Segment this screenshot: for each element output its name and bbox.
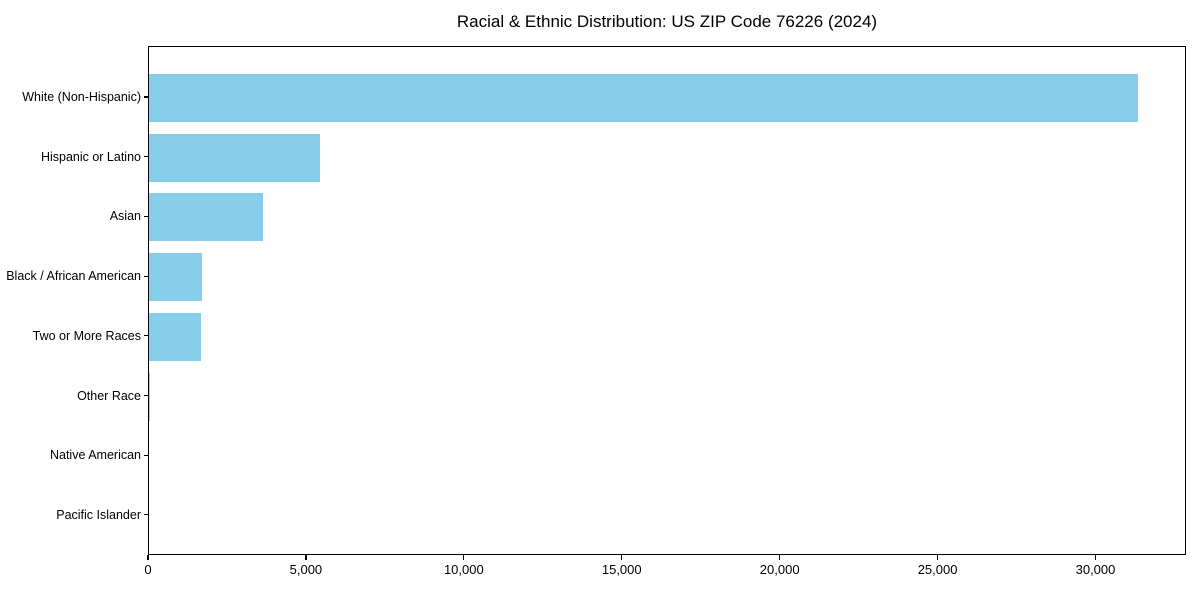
y-tick-mark <box>144 394 148 397</box>
x-tick-label-15000: 15,000 <box>601 562 642 577</box>
y-tick-mark <box>144 514 148 516</box>
y-tick-mark <box>144 454 148 456</box>
x-tick-label-30000: 30,000 <box>1075 562 1116 577</box>
y-tick-mark <box>144 96 148 98</box>
y-tick-label-native-american: Native American <box>49 448 141 463</box>
y-tick-label-white-non-hispanic: White (Non-Hispanic) <box>22 90 141 104</box>
y-tick-label-black-african-american: Black / African American <box>6 269 141 284</box>
x-tick-label-5000: 5,000 <box>289 562 323 577</box>
x-tick-mark <box>147 555 149 560</box>
x-tick-mark <box>936 555 939 560</box>
y-tick-label-asian: Asian <box>109 209 141 224</box>
x-tick-label-25000: 25,000 <box>917 562 958 577</box>
bar-black-african-american <box>149 253 202 302</box>
x-tick-label-0: 0 <box>144 562 152 577</box>
bar-two-or-more-races <box>149 312 201 361</box>
y-tick-label-pacific-islander: Pacific Islander <box>56 507 141 522</box>
x-tick-mark <box>305 555 307 560</box>
y-tick-label-other-race: Other Race <box>77 388 141 403</box>
x-tick-label-20000: 20,000 <box>759 562 800 577</box>
y-tick-mark <box>144 215 148 217</box>
x-tick-mark <box>779 555 781 560</box>
bar-hispanic-or-latino <box>149 133 320 182</box>
bar-asian <box>149 193 263 242</box>
y-tick-label-hispanic-or-latino: Hispanic or Latino <box>40 149 141 164</box>
bar-other-race <box>149 372 151 421</box>
x-tick-label-10000: 10,000 <box>443 562 484 577</box>
y-tick-mark <box>144 275 148 277</box>
plot-area <box>148 46 1186 555</box>
y-tick-label-two-or-more-races: Two or More Races <box>32 328 141 343</box>
y-tick-mark <box>144 335 148 337</box>
x-tick-mark <box>1094 555 1097 560</box>
y-tick-mark <box>144 156 148 158</box>
x-tick-mark <box>463 555 465 560</box>
bar-white-non-hispanic <box>149 74 1138 122</box>
x-tick-mark <box>621 555 623 560</box>
chart-title: Racial & Ethnic Distribution: US ZIP Cod… <box>456 12 878 31</box>
